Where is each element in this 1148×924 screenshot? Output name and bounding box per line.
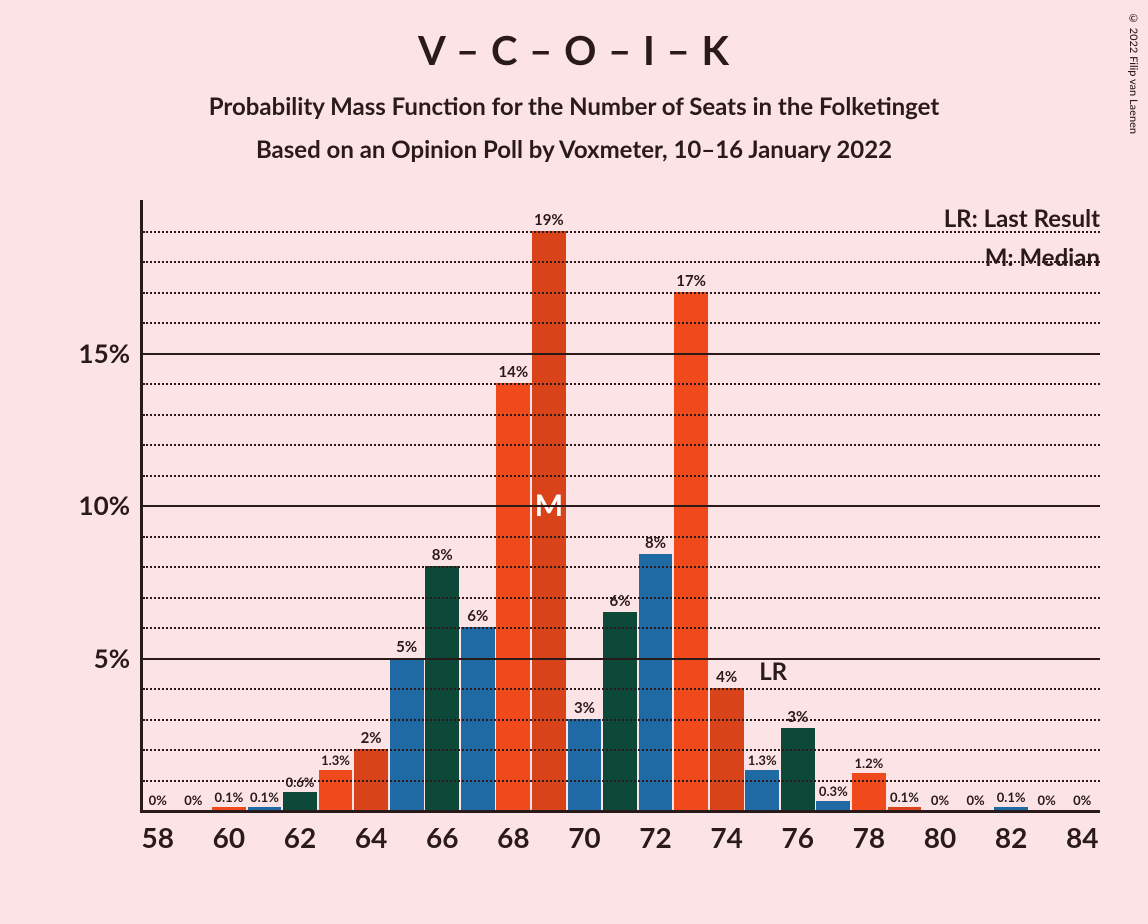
bar-value-label: 4% [716, 668, 737, 686]
bar [816, 801, 850, 810]
x-tick-label: 72 [639, 820, 671, 854]
x-tick-label: 80 [924, 820, 956, 854]
bar-value-label: 0% [1073, 792, 1091, 808]
bar-value-label: 0% [931, 792, 949, 808]
bar-value-label: 0.1% [890, 789, 919, 805]
bar [283, 792, 317, 810]
x-tick-label: 62 [284, 820, 316, 854]
gridline-minor [143, 383, 1100, 385]
gridline-major [143, 505, 1100, 507]
gridline-minor [143, 719, 1100, 721]
gridline-minor [143, 688, 1100, 690]
bar-value-label: 8% [432, 546, 453, 564]
bar-value-label: 3% [787, 708, 808, 726]
x-tick-label: 74 [710, 820, 742, 854]
bar [781, 728, 815, 810]
bar-value-label: 5% [396, 638, 417, 656]
gridline-minor [143, 749, 1100, 751]
bar-value-label: 6% [610, 592, 631, 610]
bar [745, 770, 779, 810]
gridline-minor [143, 780, 1100, 782]
gridline-minor [143, 475, 1100, 477]
bar [568, 719, 602, 811]
bar-value-label: 2% [361, 729, 382, 747]
bar-value-label: 0.6% [286, 774, 315, 790]
bar-value-label: 0% [966, 792, 984, 808]
bar-value-label: 1.3% [321, 752, 350, 768]
bar-value-label: 1.2% [854, 755, 883, 771]
bar-value-label: 3% [574, 699, 595, 717]
bar-value-label: 6% [467, 607, 488, 625]
chart-title: V – C – O – I – K [0, 0, 1148, 74]
y-tick-label: 5% [60, 642, 130, 674]
bar-value-label: 0% [1038, 792, 1056, 808]
bar-value-label: 17% [676, 272, 706, 290]
gridline-minor [143, 536, 1100, 538]
bar-value-label: 19% [534, 211, 564, 229]
x-tick-label: 58 [142, 820, 174, 854]
chart-subtitle-2: Based on an Opinion Poll by Voxmeter, 10… [0, 135, 1148, 164]
bar-value-label: 0.1% [214, 789, 243, 805]
bar [390, 658, 424, 811]
bar [639, 554, 673, 810]
x-tick-label: 70 [568, 820, 600, 854]
x-tick-label: 66 [426, 820, 458, 854]
copyright-text: © 2022 Filip van Laenen [1127, 12, 1140, 134]
gridline-minor [143, 414, 1100, 416]
gridline-minor [143, 597, 1100, 599]
x-tick-label: 64 [355, 820, 387, 854]
bar-value-label: 0.3% [819, 783, 848, 799]
bar-value-label: 0% [149, 792, 167, 808]
bar-value-label: 0.1% [250, 789, 279, 805]
gridline-minor [143, 627, 1100, 629]
x-tick-label: 78 [853, 820, 885, 854]
bar-value-label: 1.3% [748, 752, 777, 768]
bar-value-label: 14% [498, 363, 528, 381]
gridline-minor [143, 292, 1100, 294]
x-axis [140, 810, 1100, 813]
last-result-marker: LR [759, 657, 787, 686]
bar-value-label: 0% [184, 792, 202, 808]
x-tick-label: 82 [995, 820, 1027, 854]
x-tick-label: 68 [497, 820, 529, 854]
gridline-minor [143, 231, 1100, 233]
gridline-minor [143, 444, 1100, 446]
bar [674, 292, 708, 811]
y-tick-label: 15% [60, 337, 130, 369]
gridline-major [143, 353, 1100, 355]
x-tick-label: 60 [213, 820, 245, 854]
bar-value-label: 0.1% [997, 789, 1026, 805]
x-tick-label: 76 [782, 820, 814, 854]
gridline-minor [143, 261, 1100, 263]
gridline-minor [143, 322, 1100, 324]
x-tick-label: 84 [1066, 820, 1098, 854]
y-tick-label: 10% [60, 489, 130, 521]
gridline-minor [143, 566, 1100, 568]
chart-area: LR: Last Result M: Median 0%0%0.1%0.1%0.… [60, 200, 1110, 880]
gridline-major [143, 658, 1100, 660]
bar [319, 770, 353, 810]
chart-subtitle: Probability Mass Function for the Number… [0, 92, 1148, 121]
